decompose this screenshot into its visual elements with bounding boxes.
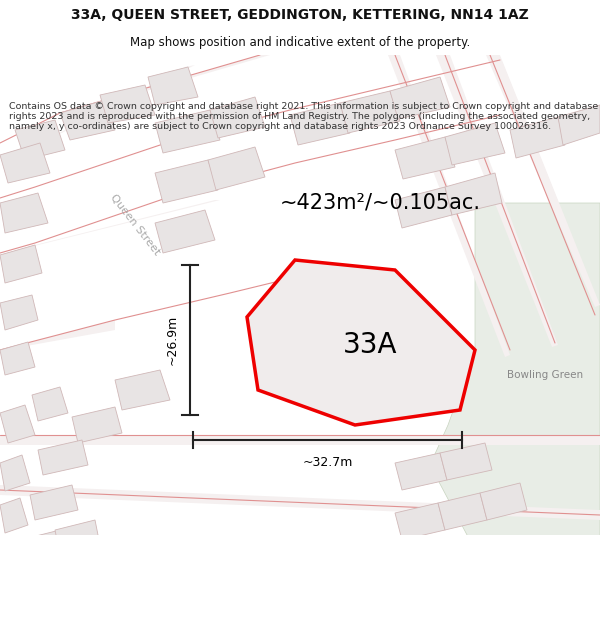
Polygon shape <box>0 193 48 233</box>
Text: Contains OS data © Crown copyright and database right 2021. This information is : Contains OS data © Crown copyright and d… <box>9 102 598 131</box>
Polygon shape <box>60 100 115 140</box>
Polygon shape <box>340 91 400 133</box>
Polygon shape <box>486 55 600 307</box>
Text: 33A, QUEEN STREET, GEDDINGTON, KETTERING, NN14 1AZ: 33A, QUEEN STREET, GEDDINGTON, KETTERING… <box>71 8 529 22</box>
Polygon shape <box>30 485 78 520</box>
Polygon shape <box>558 105 600 145</box>
Polygon shape <box>148 67 198 105</box>
Polygon shape <box>100 85 155 123</box>
Polygon shape <box>0 295 38 330</box>
Polygon shape <box>390 77 450 119</box>
Polygon shape <box>388 55 510 357</box>
Polygon shape <box>440 443 492 480</box>
Polygon shape <box>208 147 265 190</box>
Polygon shape <box>430 203 600 550</box>
Polygon shape <box>445 173 502 215</box>
Polygon shape <box>32 387 68 421</box>
Polygon shape <box>438 545 485 582</box>
Polygon shape <box>155 110 220 153</box>
Polygon shape <box>510 117 565 158</box>
Polygon shape <box>438 493 487 530</box>
Polygon shape <box>395 187 452 228</box>
Text: Bowling Green: Bowling Green <box>507 370 583 380</box>
Polygon shape <box>210 97 265 138</box>
Polygon shape <box>0 485 600 520</box>
Text: ~32.7m: ~32.7m <box>302 456 353 469</box>
Polygon shape <box>0 455 30 491</box>
Polygon shape <box>247 260 475 425</box>
Polygon shape <box>445 123 505 165</box>
Polygon shape <box>155 160 218 203</box>
Polygon shape <box>0 245 42 283</box>
Polygon shape <box>0 143 50 183</box>
Polygon shape <box>436 55 558 347</box>
Polygon shape <box>395 453 447 490</box>
Polygon shape <box>60 55 270 113</box>
Polygon shape <box>395 503 445 540</box>
Polygon shape <box>0 200 220 255</box>
Text: Queen Street: Queen Street <box>108 192 162 258</box>
Polygon shape <box>0 435 600 445</box>
Polygon shape <box>20 530 65 565</box>
Polygon shape <box>0 65 195 155</box>
Polygon shape <box>115 370 170 410</box>
Polygon shape <box>55 520 100 555</box>
Polygon shape <box>0 405 35 443</box>
Text: ~26.9m: ~26.9m <box>166 315 179 365</box>
Polygon shape <box>72 407 122 443</box>
Polygon shape <box>0 342 35 375</box>
Polygon shape <box>290 103 350 145</box>
Polygon shape <box>0 320 115 350</box>
Polygon shape <box>395 137 455 179</box>
Polygon shape <box>15 120 65 160</box>
Polygon shape <box>38 440 88 475</box>
Polygon shape <box>395 555 445 592</box>
Text: ~423m²/~0.105ac.: ~423m²/~0.105ac. <box>280 193 481 213</box>
Polygon shape <box>0 498 28 533</box>
Polygon shape <box>480 483 527 520</box>
Text: 33A: 33A <box>343 331 397 359</box>
Text: Map shows position and indicative extent of the property.: Map shows position and indicative extent… <box>130 36 470 49</box>
Polygon shape <box>155 210 215 253</box>
